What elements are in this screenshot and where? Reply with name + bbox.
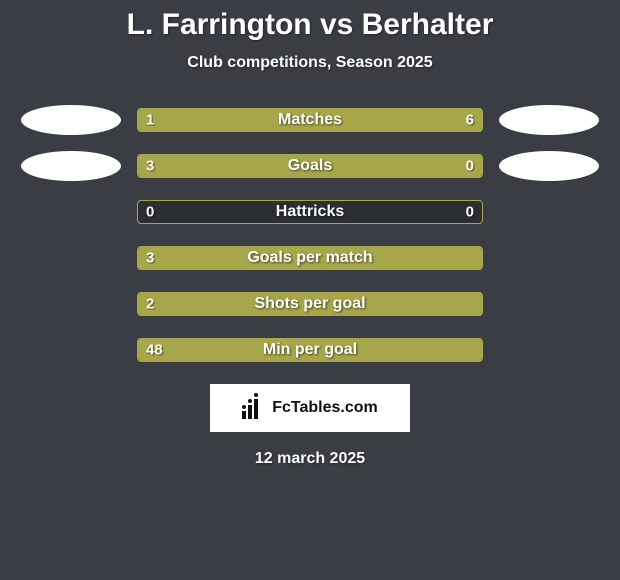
page-title: L. Farrington vs Berhalter	[0, 8, 620, 42]
comparison-infographic: L. Farrington vs Berhalter Club competit…	[0, 0, 620, 468]
player-left-ellipse	[21, 151, 121, 181]
stat-row: 48 Min per goal	[0, 338, 620, 362]
stat-row: 1 6 Matches	[0, 108, 620, 132]
stat-label: Shots per goal	[254, 295, 365, 313]
value-right: 6	[466, 112, 474, 129]
player-left-ellipse	[21, 105, 121, 135]
value-right: 0	[466, 204, 474, 221]
badge-text: FcTables.com	[272, 399, 378, 417]
value-right: 0	[466, 158, 474, 175]
stat-bar: 48 Min per goal	[137, 338, 483, 362]
stat-label: Hattricks	[276, 203, 344, 221]
stat-rows: 1 6 Matches 3 0 Goals 0 0 Hattricks 3 Goals per ma…	[0, 108, 620, 362]
stat-row: 3 0 Goals	[0, 154, 620, 178]
stat-bar: 0 0 Hattricks	[137, 200, 483, 224]
stat-row: 2 Shots per goal	[0, 292, 620, 316]
stat-bar: 1 6 Matches	[137, 108, 483, 132]
bar-fill-left	[138, 155, 399, 177]
player-right-ellipse	[499, 105, 599, 135]
player-right-ellipse	[499, 151, 599, 181]
stat-bar: 2 Shots per goal	[137, 292, 483, 316]
stat-row: 3 Goals per match	[0, 246, 620, 270]
stat-bar: 3 Goals per match	[137, 246, 483, 270]
subtitle: Club competitions, Season 2025	[0, 54, 620, 72]
value-left: 0	[146, 204, 154, 221]
stat-label: Goals per match	[247, 249, 372, 267]
bars-icon	[242, 397, 266, 419]
stat-label: Min per goal	[263, 341, 357, 359]
stat-label: Matches	[278, 111, 342, 129]
stat-row: 0 0 Hattricks	[0, 200, 620, 224]
value-left: 2	[146, 296, 154, 313]
stat-label: Goals	[288, 157, 332, 175]
value-left: 3	[146, 250, 154, 267]
date-text: 12 march 2025	[0, 450, 620, 468]
source-badge: FcTables.com	[210, 384, 410, 432]
value-left: 1	[146, 112, 154, 129]
stat-bar: 3 0 Goals	[137, 154, 483, 178]
value-left: 48	[146, 342, 163, 359]
value-left: 3	[146, 158, 154, 175]
